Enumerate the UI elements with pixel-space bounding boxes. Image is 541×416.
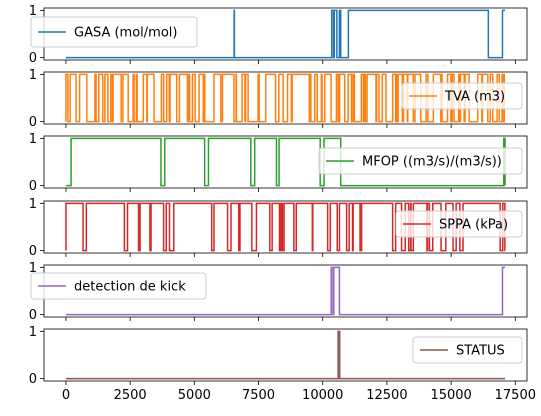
legend-label: STATUS	[456, 344, 505, 359]
y-tick-label: 0	[29, 308, 37, 323]
x-tick-label: 15000	[430, 388, 471, 403]
y-tick-label: 0	[29, 244, 37, 259]
legend-label: MFOP ((m3/s)/(m3/s))	[362, 155, 502, 170]
y-tick-label: 1	[29, 4, 37, 19]
legend-label: TVA (m3)	[444, 90, 505, 105]
legend-label: GASA (mol/mol)	[74, 26, 177, 41]
axes-frame	[43, 200, 528, 254]
legend-box	[412, 336, 523, 364]
y-tick-label: 0	[29, 179, 37, 194]
legend: GASA (mol/mol)	[30, 16, 198, 48]
legend-label: detection de kick	[74, 280, 186, 295]
legend: MFOP ((m3/s)/(m3/s))	[318, 147, 523, 175]
subplot-2: 0 1 TVA (m3)	[29, 68, 528, 130]
series-line-4-1	[65, 202, 506, 252]
axes-frame	[43, 328, 528, 382]
y-tick-label: 0	[29, 372, 37, 387]
subplot-3: 0 1 MFOP ((m3/s)/(m3/s))	[29, 132, 528, 194]
subplot-1: 0 1 GASA (mol/mol)	[29, 4, 528, 66]
legend-box	[30, 16, 198, 48]
series-line-2-1	[65, 73, 506, 123]
y-tick-label: 0	[29, 115, 37, 130]
legend: SPPA (kPa)	[395, 210, 523, 238]
series-line-1-1	[65, 9, 506, 59]
x-tick-label: 2500	[114, 388, 147, 403]
y-tick-label: 1	[29, 261, 37, 276]
legend-box	[401, 82, 523, 110]
x-tick-label: 5000	[178, 388, 211, 403]
y-tick-label: 1	[29, 197, 37, 212]
subplot-4: 0 1 SPPA (kPa)	[29, 197, 528, 259]
series-line-6-1	[65, 330, 506, 380]
legend: detection de kick	[30, 272, 207, 300]
legend: STATUS	[412, 336, 523, 364]
x-tick-label: 17500	[495, 388, 536, 403]
legend-box	[395, 210, 523, 238]
axes-frame	[43, 71, 528, 125]
axes-frame	[43, 135, 528, 189]
y-tick-label: 0	[29, 51, 37, 66]
x-tick-label: 0	[62, 388, 70, 403]
series-line-5-1	[65, 266, 506, 316]
y-tick-label: 1	[29, 325, 37, 340]
y-tick-label: 1	[29, 132, 37, 147]
x-tick-label: 10000	[302, 388, 343, 403]
subplot-6: 0 1 0 2500 5000 7500 10000 12500 15000 17500 STATU…	[29, 325, 536, 403]
legend: TVA (m3)	[401, 82, 523, 110]
legend-label: SPPA (kPa)	[439, 218, 508, 233]
subplot-5: 0 1 detection de kick	[29, 261, 528, 323]
x-tick-label: 7500	[242, 388, 275, 403]
y-tick-label: 1	[29, 68, 37, 83]
x-tick-label: 12500	[366, 388, 407, 403]
legend-box	[318, 147, 523, 175]
legend-box	[30, 272, 207, 300]
